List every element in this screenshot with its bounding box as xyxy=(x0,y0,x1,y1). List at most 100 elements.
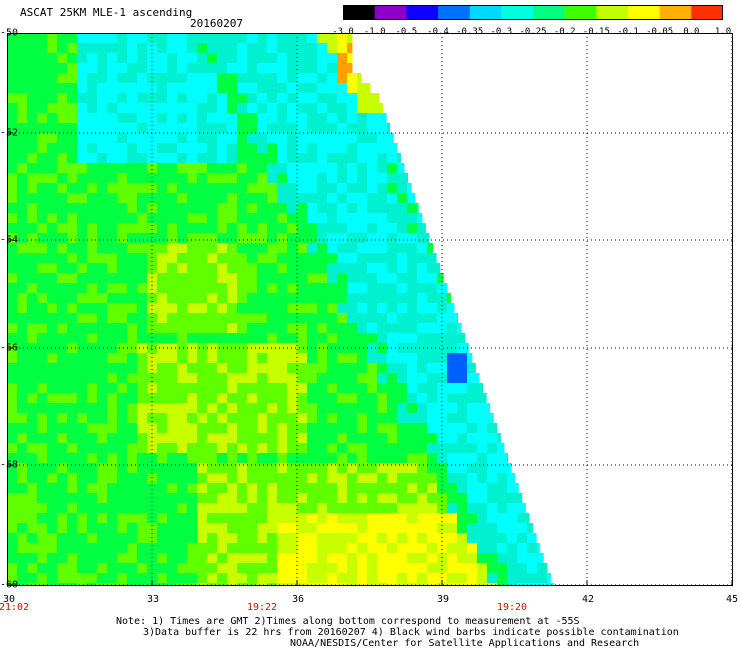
wind-cell xyxy=(377,193,388,204)
wind-cell xyxy=(37,83,48,94)
wind-cell xyxy=(327,83,338,94)
wind-cell xyxy=(337,233,348,244)
wind-cell xyxy=(37,543,48,554)
wind-cell xyxy=(267,503,278,514)
wind-cell xyxy=(47,283,58,294)
wind-cell xyxy=(117,233,128,244)
wind-cell xyxy=(237,53,248,64)
wind-cell xyxy=(357,523,368,534)
wind-cell xyxy=(317,143,328,154)
wind-cell xyxy=(267,333,278,344)
wind-cell xyxy=(217,203,228,214)
wind-cell xyxy=(357,183,368,194)
wind-cell xyxy=(487,423,498,434)
wind-cell xyxy=(347,453,358,464)
wind-cell xyxy=(207,433,218,444)
wind-cell xyxy=(367,573,378,584)
wind-cell xyxy=(47,133,58,144)
wind-cell xyxy=(117,483,128,494)
wind-cell xyxy=(287,183,298,194)
wind-cell xyxy=(77,503,88,514)
wind-cell xyxy=(57,373,68,384)
wind-cell xyxy=(137,283,148,294)
wind-cell xyxy=(247,483,258,494)
wind-cell xyxy=(337,93,348,104)
wind-cell xyxy=(327,443,338,454)
wind-cell xyxy=(157,313,168,324)
wind-cell xyxy=(97,83,108,94)
wind-cell xyxy=(27,403,38,414)
wind-cell xyxy=(107,453,118,464)
wind-cell xyxy=(117,273,128,284)
wind-cell xyxy=(447,483,458,494)
wind-cell xyxy=(47,143,58,154)
wind-cell xyxy=(187,563,198,574)
wind-cell xyxy=(407,403,418,414)
wind-cell xyxy=(147,433,158,444)
wind-cell xyxy=(157,43,168,54)
wind-cell xyxy=(217,463,228,474)
wind-cell xyxy=(287,273,298,284)
wind-cell xyxy=(387,373,398,384)
colorbar-label: -0.05 xyxy=(646,27,674,37)
wind-cell xyxy=(37,223,48,234)
wind-cell xyxy=(97,203,108,214)
wind-cell xyxy=(477,473,488,484)
wind-cell xyxy=(137,423,148,434)
wind-cell xyxy=(317,53,328,64)
wind-cell xyxy=(327,63,338,74)
wind-cell xyxy=(357,553,368,564)
wind-cell xyxy=(7,393,18,404)
wind-cell xyxy=(157,233,168,244)
wind-cell xyxy=(337,343,348,354)
wind-cell xyxy=(197,503,208,514)
wind-cell xyxy=(47,343,58,354)
wind-cell xyxy=(467,573,478,584)
wind-cell xyxy=(67,353,78,364)
wind-cell xyxy=(177,123,188,134)
wind-cell xyxy=(237,433,248,444)
wind-cell xyxy=(397,493,408,504)
wind-cell xyxy=(307,323,318,334)
wind-cell xyxy=(137,583,148,586)
wind-cell xyxy=(27,213,38,224)
wind-cell xyxy=(267,393,278,404)
wind-cell xyxy=(367,93,378,104)
wind-cell xyxy=(407,373,418,384)
wind-cell xyxy=(407,263,418,274)
wind-cell xyxy=(307,43,318,54)
wind-cell xyxy=(317,293,328,304)
wind-cell xyxy=(147,213,158,224)
wind-cell xyxy=(187,433,198,444)
wind-cell xyxy=(297,573,308,584)
wind-cell xyxy=(197,333,208,344)
wind-cell xyxy=(27,583,38,586)
wind-cell xyxy=(367,363,378,374)
wind-cell xyxy=(147,383,158,394)
wind-cell xyxy=(157,583,168,586)
wind-cell xyxy=(27,53,38,64)
wind-cell xyxy=(347,153,358,164)
wind-cell xyxy=(257,253,268,264)
wind-cell xyxy=(257,73,268,84)
wind-cell xyxy=(157,273,168,284)
wind-cell xyxy=(357,263,368,274)
wind-cell xyxy=(27,163,38,174)
wind-cell xyxy=(127,123,138,134)
wind-cell xyxy=(337,473,348,484)
wind-cell xyxy=(467,513,478,524)
wind-cell xyxy=(477,543,488,554)
wind-cell xyxy=(37,403,48,414)
wind-cell xyxy=(227,123,238,134)
wind-cell xyxy=(207,473,218,484)
wind-cell xyxy=(527,513,530,524)
wind-cell xyxy=(447,403,458,414)
wind-cell xyxy=(27,373,38,384)
wind-cell xyxy=(387,463,398,474)
wind-cell xyxy=(347,543,358,554)
wind-cell xyxy=(397,483,408,494)
wind-cell xyxy=(57,33,68,44)
wind-cell xyxy=(27,283,38,294)
wind-cell xyxy=(387,573,398,584)
wind-cell xyxy=(497,453,508,464)
